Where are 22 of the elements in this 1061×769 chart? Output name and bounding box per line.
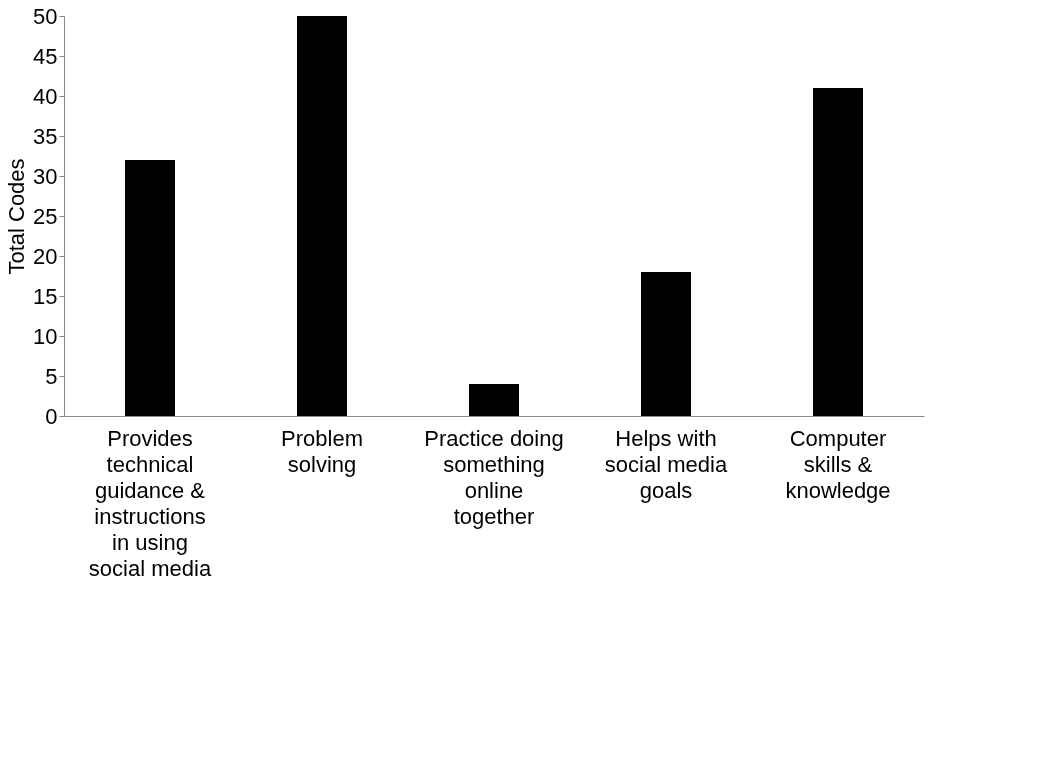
y-tick-label: 25	[33, 203, 58, 229]
y-tick-label: 5	[45, 363, 58, 389]
bar	[813, 88, 863, 416]
y-tick-label: 40	[33, 83, 58, 109]
bar	[469, 384, 519, 416]
x-tick-label: Practice doing something online together	[424, 425, 564, 529]
y-tick-label: 50	[33, 3, 58, 29]
bar	[641, 272, 691, 416]
y-tick-label: 45	[33, 43, 58, 69]
x-tick-label: Provides technical guidance & instructions in using social media	[88, 425, 212, 581]
y-axis-title: Total Codes	[4, 158, 30, 275]
bar	[125, 160, 175, 416]
y-tick-label: 35	[33, 123, 58, 149]
x-tick-label: Computer skills & knowledge	[785, 425, 891, 503]
y-tick-label: 15	[33, 283, 58, 309]
bar	[297, 16, 347, 416]
x-tick-label: Helps with social media goals	[604, 425, 728, 503]
y-tick-label: 10	[33, 323, 58, 349]
y-tick-label: 20	[33, 243, 58, 269]
x-tick-label: Problem solving	[281, 425, 363, 477]
y-tick-label: 30	[33, 163, 58, 189]
y-tick-label: 0	[45, 403, 58, 429]
